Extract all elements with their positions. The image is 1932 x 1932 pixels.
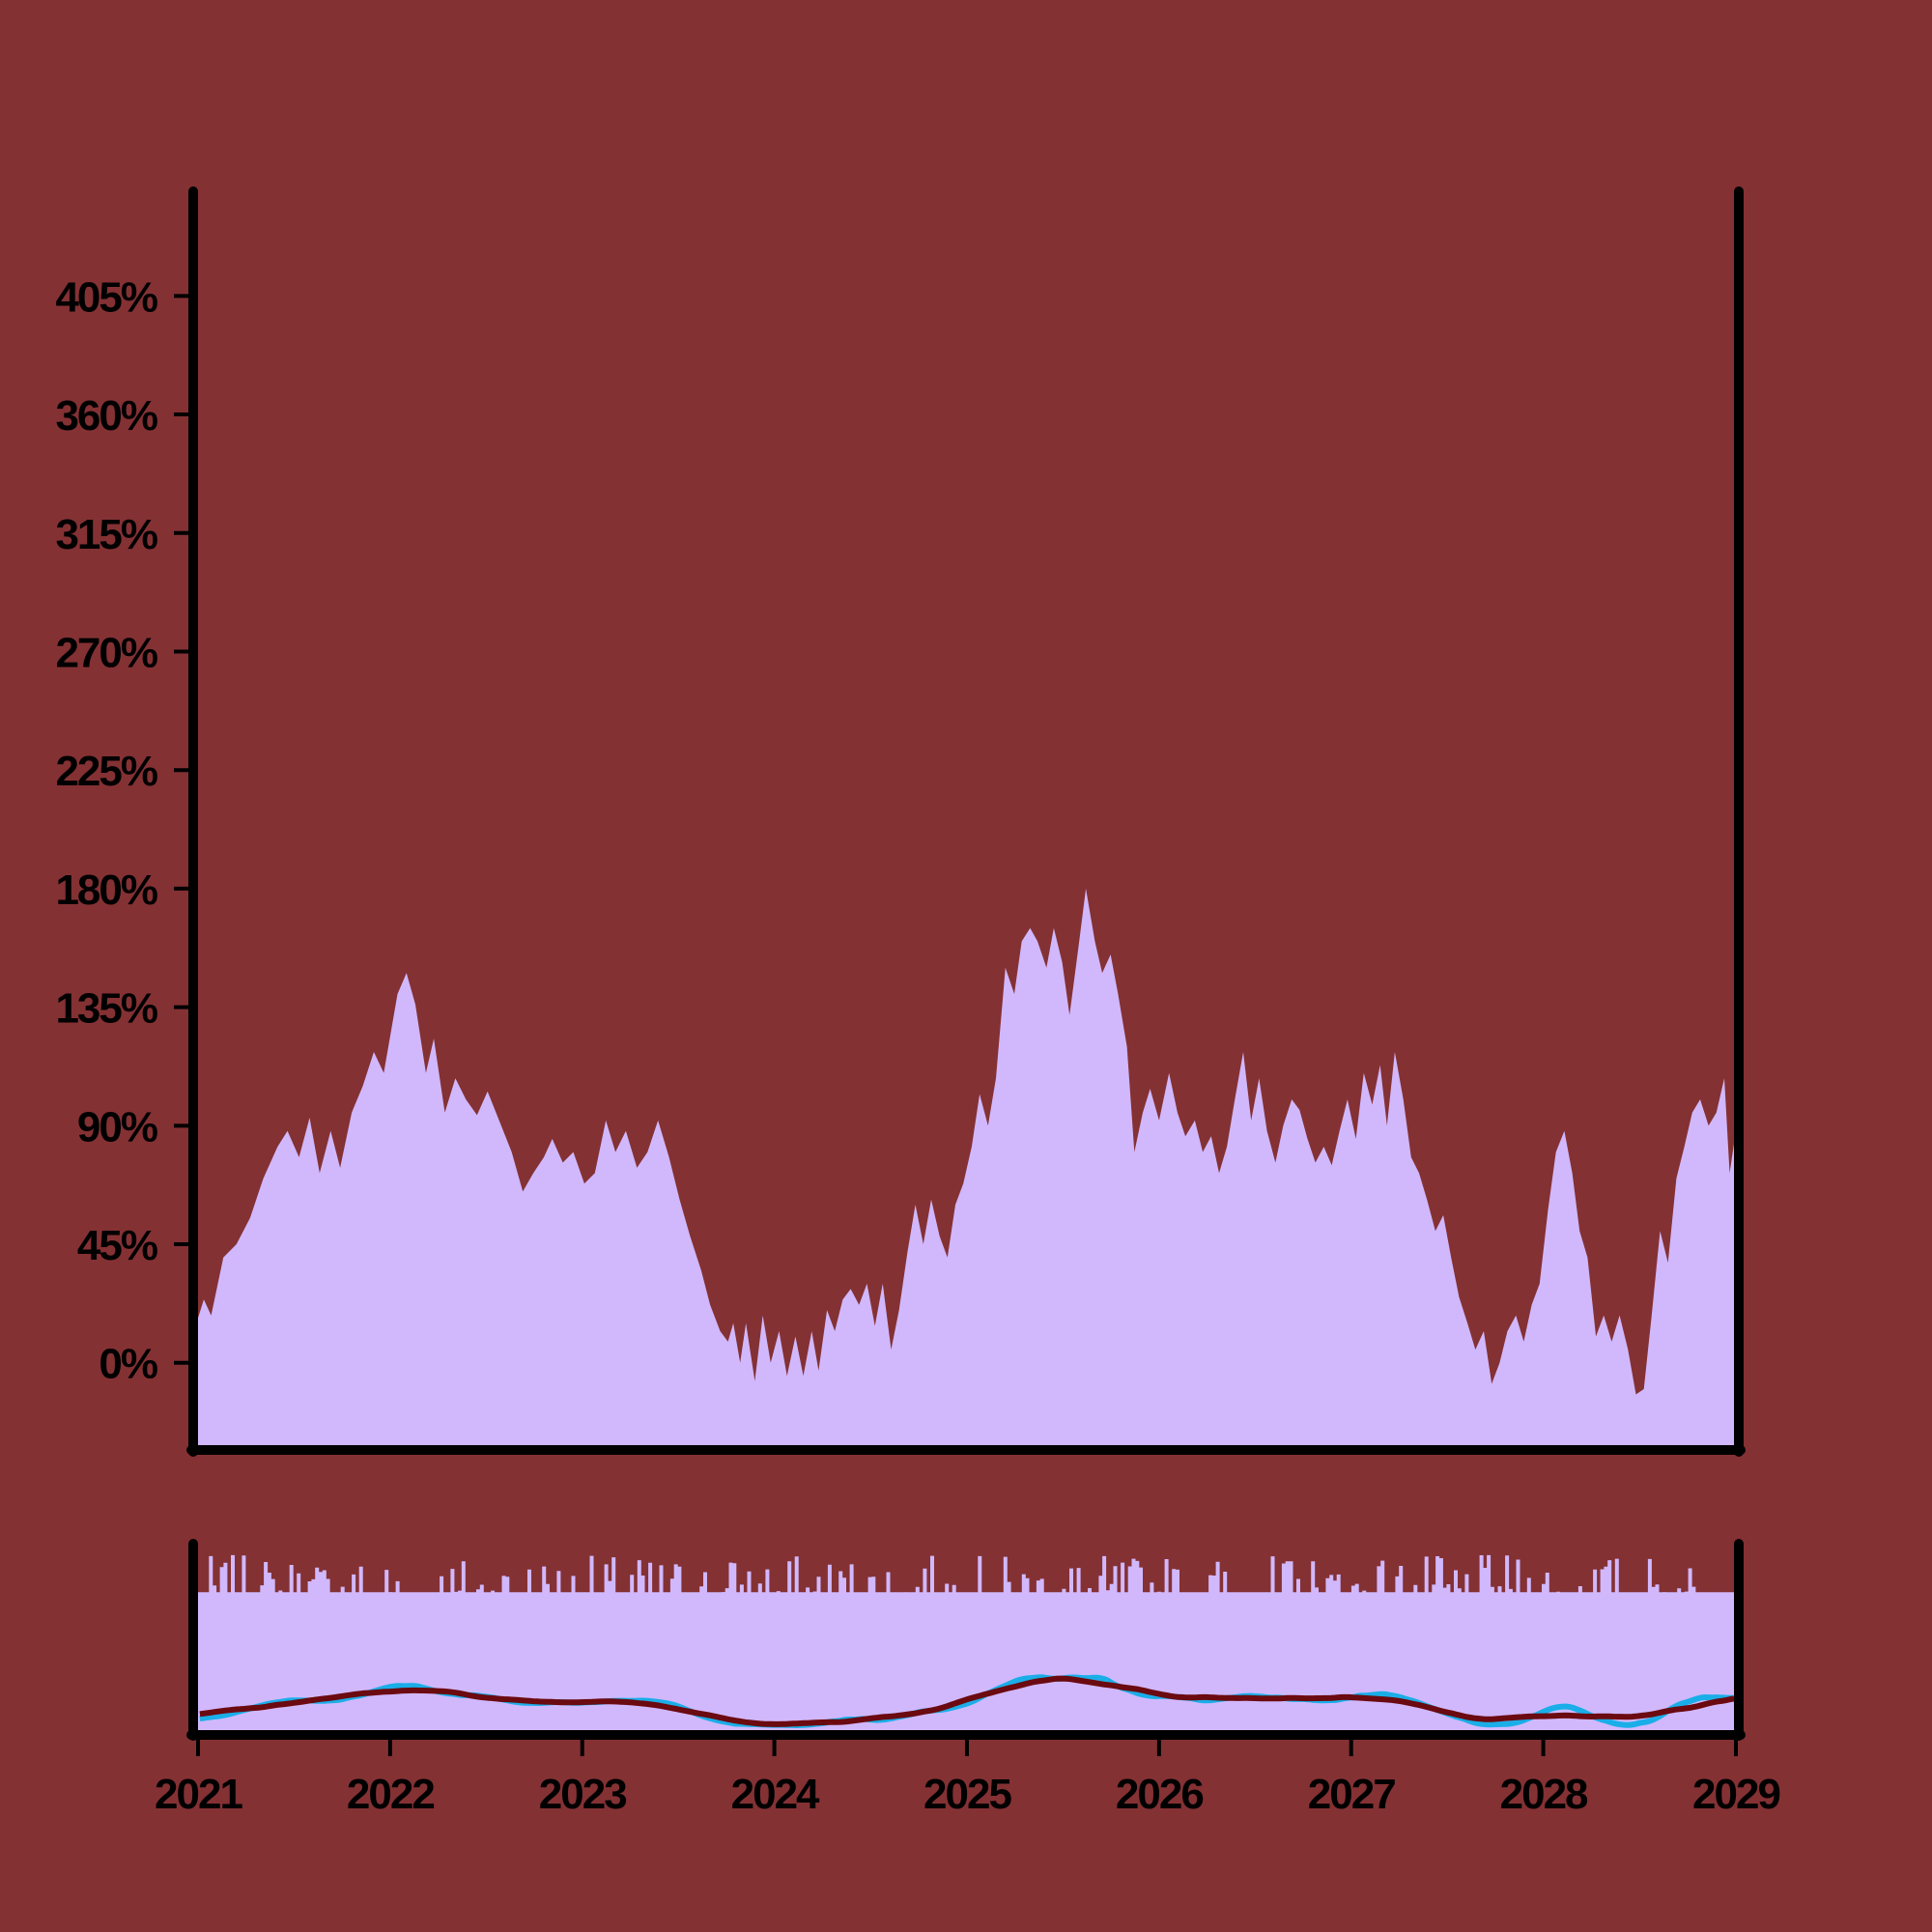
main-axes-layer — [186, 186, 1746, 1457]
navigator-slow-moving-average — [199, 1675, 1735, 1727]
x-tick-label: 2023 — [539, 1771, 626, 1818]
y-tick-label: 225% — [55, 748, 156, 795]
navigator-area-layer — [197, 1554, 1737, 1732]
y-tick-label: 270% — [55, 629, 156, 676]
x-tick-label: 2025 — [923, 1771, 1011, 1818]
x-tick-label: 2021 — [155, 1771, 242, 1818]
y-tick-label: 405% — [55, 273, 156, 321]
y-tick-label: 315% — [55, 511, 156, 558]
y-tick-label: 135% — [55, 985, 156, 1033]
x-tick-label: 2027 — [1308, 1771, 1395, 1818]
x-tick-labels: 2021 2022 2023 2024 2025 2026 2027 2028 2029 — [155, 1735, 1781, 1818]
x-tick-label: 2029 — [1692, 1771, 1779, 1818]
y-tick-label: 0% — [99, 1341, 156, 1388]
y-tick-label: 180% — [55, 867, 156, 914]
x-tick-label: 2026 — [1116, 1771, 1203, 1818]
x-tick-label: 2022 — [347, 1771, 434, 1818]
navigator-bars — [197, 1554, 1737, 1732]
x-tick-label: 2024 — [731, 1771, 820, 1818]
y-tick-label: 45% — [77, 1222, 157, 1269]
navigator-lines-layer — [199, 1674, 1735, 1729]
main-area-layer — [198, 888, 1736, 1447]
y-tick-labels: 0% 45% 90% 135% 180% 225% 270% 315% 360% 405% — [55, 273, 193, 1388]
x-tick-label: 2028 — [1500, 1771, 1588, 1818]
y-tick-label: 90% — [77, 1103, 157, 1151]
y-tick-label: 360% — [55, 392, 156, 440]
main-area-series — [198, 888, 1736, 1447]
